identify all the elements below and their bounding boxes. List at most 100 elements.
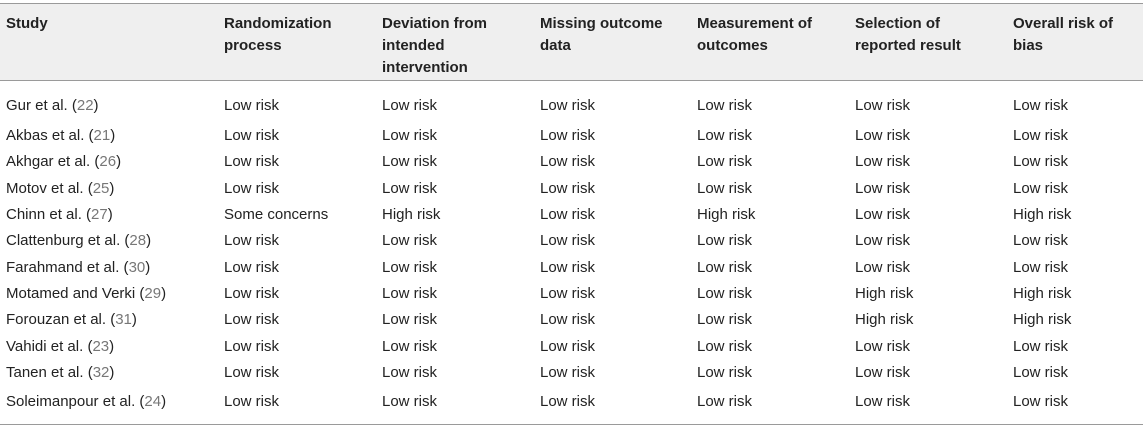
randomization-cell: Low risk xyxy=(224,258,280,276)
risk-of-bias-table: Study Randomization process Deviation fr… xyxy=(0,3,1143,425)
study-cell: Motov et al. (25) xyxy=(0,176,218,202)
measurement-cell: Low risk xyxy=(697,97,753,114)
study-name-close: ) xyxy=(146,232,152,250)
table-row: Clattenburg et al. (28) Low risk Low ris… xyxy=(0,228,1143,254)
study-name: Vahidi et al. ( xyxy=(6,337,93,355)
randomization-cell: Some concerns xyxy=(224,206,329,224)
deviation-cell: High risk xyxy=(382,206,441,224)
study-name: Clattenburg et al. ( xyxy=(6,232,130,250)
study-cell: Vahidi et al. (23) xyxy=(0,333,218,359)
reference-link[interactable]: 30 xyxy=(128,258,146,276)
study-name: Farahmand et al. ( xyxy=(6,258,129,276)
study-cell: Motamed and Verki (29) xyxy=(0,281,218,307)
measurement-cell: Low risk xyxy=(691,385,849,425)
overall-risk-cell: Low risk xyxy=(1013,363,1069,381)
reference-link[interactable]: 21 xyxy=(93,127,111,145)
overall-risk-cell: Low risk xyxy=(1007,385,1143,425)
randomization-cell: Low risk xyxy=(224,127,280,145)
missing-data-cell: Low risk xyxy=(540,153,596,171)
randomization-cell: Low risk xyxy=(224,179,280,197)
study-name: Motamed and Verki ( xyxy=(6,284,145,302)
table-row: Chinn et al. (27) Some concerns High ris… xyxy=(0,202,1143,228)
missing-data-cell: Low risk xyxy=(540,284,596,302)
study-name: Akbas et al. ( xyxy=(6,127,94,145)
missing-data-cell: Low risk xyxy=(540,127,596,145)
table-row: Motov et al. (25) Low risk Low risk Low … xyxy=(0,176,1143,202)
study-name-close: ) xyxy=(109,179,115,197)
study-name: Tanen et al. ( xyxy=(6,363,93,381)
reference-link[interactable]: 24 xyxy=(144,392,162,410)
overall-risk-cell: Low risk xyxy=(1013,179,1069,197)
randomization-cell: Low risk xyxy=(224,153,280,171)
study-name-close: ) xyxy=(145,258,151,276)
missing-data-cell: Low risk xyxy=(534,385,691,425)
selection-cell: High risk xyxy=(855,284,914,302)
deviation-cell: Low risk xyxy=(382,258,438,276)
reference-link[interactable]: 29 xyxy=(144,284,162,302)
selection-cell: High risk xyxy=(855,311,914,329)
study-cell: Farahmand et al. (30) xyxy=(0,254,218,280)
table-row: Akbas et al. (21) Low risk Low risk Low … xyxy=(0,123,1143,149)
study-name-close: ) xyxy=(161,284,167,302)
table-row: Motamed and Verki (29) Low risk Low risk… xyxy=(0,281,1143,307)
missing-data-cell: Low risk xyxy=(540,97,596,114)
missing-data-cell: Low risk xyxy=(540,179,596,197)
study-cell: Akhgar et al. (26) xyxy=(0,149,218,175)
measurement-cell: Low risk xyxy=(697,258,753,276)
reference-link[interactable]: 23 xyxy=(92,337,110,355)
missing-data-cell: Low risk xyxy=(540,232,596,250)
selection-cell: Low risk xyxy=(855,127,911,145)
study-name: Akhgar et al. ( xyxy=(6,153,100,171)
table-row: Gur et al. (22) Low risk Low risk Low ri… xyxy=(0,81,1143,124)
selection-cell: Low risk xyxy=(849,385,1007,425)
overall-risk-cell: Low risk xyxy=(1013,127,1069,145)
study-cell: Akbas et al. (21) xyxy=(0,123,218,149)
overall-risk-cell: Low risk xyxy=(1013,97,1069,114)
randomization-cell: Low risk xyxy=(224,337,280,355)
header-measurement-of-outcomes: Measurement of outcomes xyxy=(691,3,849,81)
overall-risk-cell: Low risk xyxy=(1013,232,1069,250)
randomization-cell: Low risk xyxy=(224,284,280,302)
selection-cell: Low risk xyxy=(855,258,911,276)
deviation-cell: Low risk xyxy=(382,284,438,302)
header-study: Study xyxy=(0,3,218,81)
deviation-cell: Low risk xyxy=(382,337,438,355)
randomization-cell: Low risk xyxy=(224,97,280,114)
measurement-cell: Low risk xyxy=(697,127,753,145)
study-name: Motov et al. ( xyxy=(6,179,93,197)
table-header: Study Randomization process Deviation fr… xyxy=(0,3,1143,81)
table-row: Tanen et al. (32) Low risk Low risk Low … xyxy=(0,360,1143,386)
study-name-close: ) xyxy=(109,363,115,381)
randomization-cell: Low risk xyxy=(224,232,280,250)
study-name-close: ) xyxy=(161,392,167,410)
measurement-cell: Low risk xyxy=(697,179,753,197)
header-deviation-from-intended-intervention: Deviation from intended intervention xyxy=(376,3,534,81)
header-overall-risk-of-bias: Overall risk of bias xyxy=(1007,3,1143,81)
study-cell: Soleimanpour et al. (24) xyxy=(0,385,218,425)
selection-cell: Low risk xyxy=(855,97,911,114)
measurement-cell: Low risk xyxy=(697,284,753,302)
reference-link[interactable]: 32 xyxy=(92,363,110,381)
deviation-cell: Low risk xyxy=(382,153,438,171)
deviation-cell: Low risk xyxy=(382,127,438,145)
study-cell: Gur et al. (22) xyxy=(0,81,218,124)
table-row: Akhgar et al. (26) Low risk Low risk Low… xyxy=(0,149,1143,175)
reference-link[interactable]: 22 xyxy=(76,97,94,114)
study-cell: Chinn et al. (27) xyxy=(0,202,218,228)
deviation-cell: Low risk xyxy=(376,385,534,425)
reference-link[interactable]: 31 xyxy=(115,311,132,329)
measurement-cell: Low risk xyxy=(697,153,753,171)
missing-data-cell: Low risk xyxy=(540,258,596,276)
study-cell: Clattenburg et al. (28) xyxy=(0,228,218,254)
study-name: Forouzan et al. ( xyxy=(6,311,116,329)
reference-link[interactable]: 27 xyxy=(91,206,108,224)
selection-cell: Low risk xyxy=(855,363,911,381)
reference-link[interactable]: 25 xyxy=(92,179,110,197)
missing-data-cell: Low risk xyxy=(540,337,596,355)
reference-link[interactable]: 28 xyxy=(129,232,147,250)
table-body: Gur et al. (22) Low risk Low risk Low ri… xyxy=(0,81,1143,425)
reference-link[interactable]: 26 xyxy=(99,153,117,171)
header-row: Study Randomization process Deviation fr… xyxy=(0,3,1143,81)
measurement-cell: Low risk xyxy=(697,363,753,381)
table-row: Farahmand et al. (30) Low risk Low risk … xyxy=(0,254,1143,280)
